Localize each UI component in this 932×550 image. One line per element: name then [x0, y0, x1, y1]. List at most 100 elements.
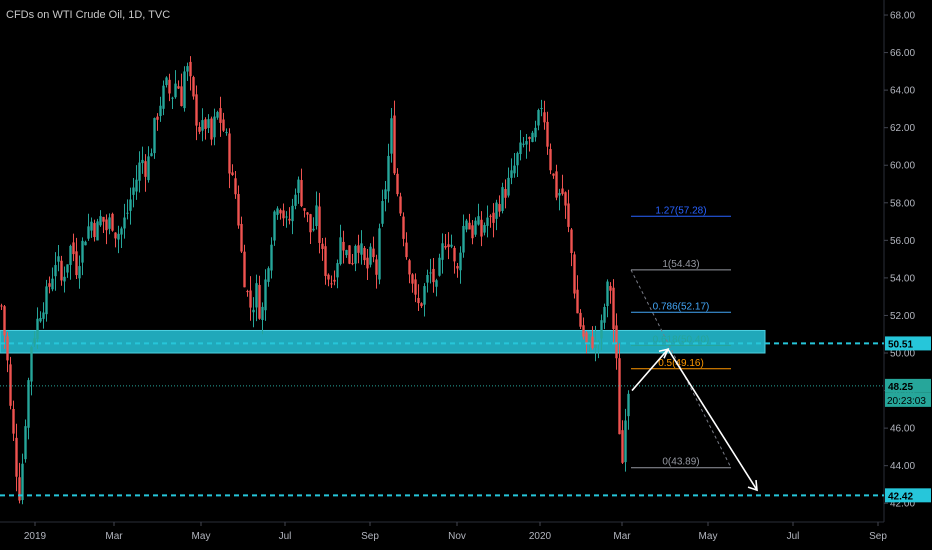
fib-label: 0.618(50.40): [653, 334, 710, 345]
fibonacci-retracement[interactable]: 1.27(57.28) 1(54.43) 0.786(52.17) 0.618(50.…: [630, 205, 732, 469]
candle-body: [477, 216, 480, 225]
projection-arrow[interactable]: [631, 347, 758, 492]
candle-body: [321, 243, 324, 249]
x-tick-label: 2020: [529, 531, 552, 542]
candle-body: [582, 325, 585, 337]
candle-body: [93, 223, 96, 238]
candle-body: [579, 312, 582, 327]
candle-body: [360, 243, 363, 255]
candle-body: [36, 318, 39, 340]
candle-body: [549, 149, 552, 171]
candle-body: [399, 196, 402, 214]
y-tick-label: 54.00: [890, 273, 915, 284]
fib-label: 0.786(52.17): [653, 301, 710, 312]
arrow-head-up: [658, 348, 670, 359]
x-tick-label: Mar: [105, 531, 123, 542]
y-tick-label: 62.00: [890, 123, 915, 134]
candle-body: [48, 283, 51, 287]
candle-body: [342, 241, 345, 251]
price-axis[interactable]: 42.0044.0046.0048.0050.0052.0054.0056.00…: [884, 11, 915, 510]
candle-body: [432, 268, 435, 283]
candle-body: [315, 205, 318, 227]
candle-body: [300, 180, 303, 207]
x-tick-label: Mar: [613, 531, 631, 542]
candle-body: [219, 108, 222, 123]
candle-body: [216, 112, 219, 118]
candle-body: [33, 338, 36, 344]
candle-body: [165, 77, 168, 86]
candle-body: [555, 171, 558, 198]
candle-body: [435, 280, 438, 287]
candle-body: [456, 266, 459, 269]
candle-body: [297, 179, 300, 193]
y-tick-label: 60.00: [890, 161, 915, 172]
candle-body: [447, 244, 450, 248]
candle-body: [234, 178, 237, 195]
candle-body: [417, 297, 420, 304]
x-tick-label: May: [192, 531, 211, 542]
candle-body: [222, 119, 225, 131]
candle-body: [540, 108, 543, 110]
fib-label: 1.27(57.28): [655, 205, 706, 216]
candle-body: [345, 250, 348, 256]
y-tick-label: 68.00: [890, 11, 915, 22]
candle-body: [171, 97, 174, 99]
candle-body: [492, 212, 495, 223]
candle-body: [495, 202, 498, 219]
y-tick-label: 66.00: [890, 48, 915, 59]
candle-body: [225, 132, 228, 134]
candle-body: [237, 194, 240, 226]
candle-body: [414, 279, 417, 295]
candle-body: [18, 477, 21, 501]
candle-body: [228, 133, 231, 174]
candle-body: [159, 105, 162, 116]
candle-body: [573, 254, 576, 294]
candle-body: [483, 225, 486, 233]
lower-level-tag: [885, 488, 931, 503]
candle-body: [351, 263, 354, 265]
candle-body: [627, 393, 630, 417]
candle-body: [78, 266, 81, 279]
candle-body: [186, 66, 189, 72]
candle-body: [261, 306, 264, 320]
candle-body: [348, 245, 351, 264]
candle-body: [375, 259, 378, 275]
candle-body: [114, 232, 117, 239]
candle-body: [546, 121, 549, 147]
candle-body: [441, 243, 444, 260]
candle-body: [150, 153, 153, 157]
candle-body: [276, 208, 279, 215]
candle-body: [318, 206, 321, 243]
candle-body: [84, 241, 87, 246]
candle-body: [231, 172, 234, 176]
candle-body: [123, 217, 126, 229]
candle-body: [324, 246, 327, 276]
candle-body: [366, 257, 369, 269]
candle-body: [420, 303, 423, 307]
y-tick-label: 56.00: [890, 236, 915, 247]
y-tick-label: 64.00: [890, 86, 915, 97]
x-tick-label: Sep: [869, 531, 887, 542]
y-tick-label: 52.00: [890, 311, 915, 322]
candle-body: [498, 204, 501, 212]
candle-body: [471, 225, 474, 239]
candle-body: [195, 94, 198, 126]
candle-body: [624, 420, 627, 463]
time-axis[interactable]: 2019 Mar May Jul Sep Nov 2020 Mar May Jul Sep: [24, 522, 887, 542]
candle-body: [201, 120, 204, 131]
support-zone[interactable]: [0, 329, 766, 354]
candle-body: [117, 233, 120, 240]
candle-body: [174, 83, 177, 98]
candle-body: [183, 71, 186, 109]
candle-body: [57, 256, 60, 262]
candle-body: [21, 463, 24, 501]
candle-body: [543, 112, 546, 123]
candle-body: [336, 263, 339, 278]
candle-body: [264, 279, 267, 311]
candle-body: [513, 165, 516, 174]
candle-body: [240, 223, 243, 252]
candle-body: [39, 318, 42, 322]
candle-body: [6, 336, 9, 361]
